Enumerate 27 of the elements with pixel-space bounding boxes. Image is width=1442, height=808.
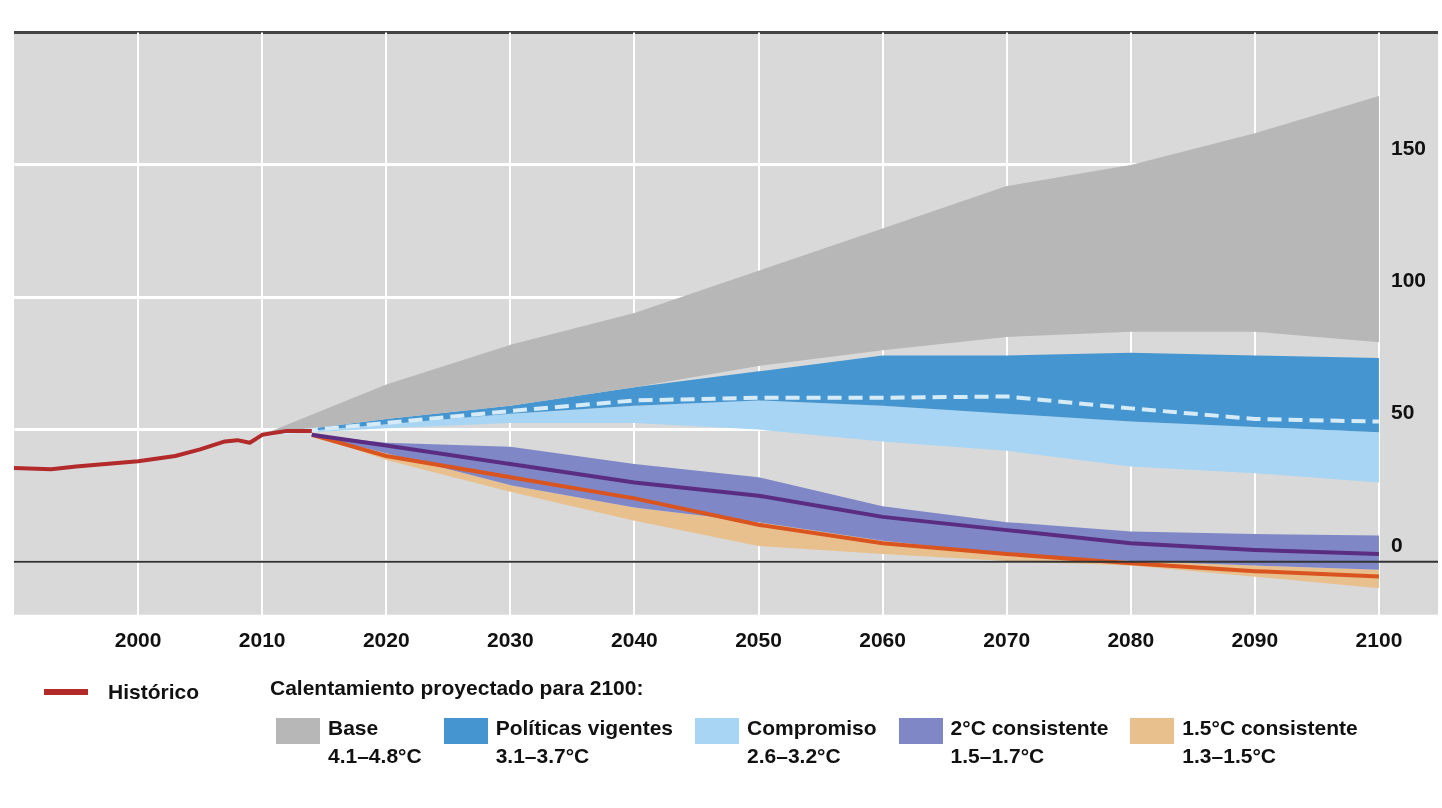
x-tick-label: 2040	[611, 628, 658, 652]
legend-label: Base	[328, 716, 380, 740]
legend-label: Compromiso	[747, 716, 877, 740]
text: 3.1–3.7°C	[495, 744, 591, 768]
x-tick-label: 2060	[859, 628, 906, 652]
legend-label: 1.5°C consistente	[1182, 716, 1358, 740]
legend-label: Histórico	[108, 680, 200, 704]
x-tick-label: 2050	[735, 628, 782, 652]
x-tick-label: 2020	[362, 628, 410, 652]
y-tick-label: 50	[1390, 400, 1415, 424]
x-tick-label: 2100	[1355, 628, 1403, 652]
legend-label: Políticas vigentes	[495, 716, 674, 740]
x-tick-label: 2010	[238, 628, 286, 652]
y-tick-label: 150	[1390, 135, 1427, 159]
x-tick-label: 2080	[1107, 628, 1155, 652]
y-tick-label: 0	[1390, 532, 1403, 556]
text: 1.3–1.5°C	[1182, 744, 1277, 768]
y-tick-label: 100	[1390, 268, 1427, 292]
text: 4.1–4.8°C	[328, 744, 422, 768]
text: 2.6–3.2°C	[747, 744, 842, 768]
text: 1.5–1.7°C	[950, 744, 1046, 768]
legend-label: 2°C consistente	[950, 716, 1109, 740]
x-tick-label: 2090	[1231, 628, 1279, 652]
x-tick-label: 2030	[486, 628, 534, 652]
x-tick-label: 2070	[983, 628, 1031, 652]
legend-title: Calentamiento proyectado para 2100:	[270, 676, 644, 700]
x-tick-label: 2000	[114, 628, 162, 652]
